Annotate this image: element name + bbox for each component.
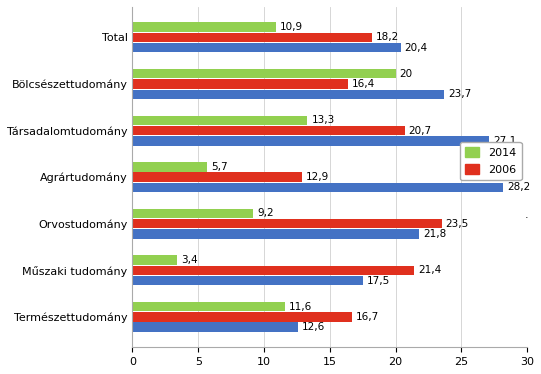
Text: 13,3: 13,3: [311, 115, 334, 125]
Bar: [133, 89, 444, 99]
Text: 20,4: 20,4: [405, 43, 428, 53]
Text: 28,2: 28,2: [507, 183, 531, 192]
Bar: [133, 79, 348, 89]
Text: 27,1: 27,1: [493, 136, 516, 146]
Bar: [133, 276, 362, 285]
Bar: [133, 126, 405, 135]
Bar: [133, 209, 253, 218]
Text: 23,7: 23,7: [448, 89, 471, 99]
Bar: [133, 302, 285, 312]
Text: 12,6: 12,6: [302, 322, 325, 332]
Bar: [133, 22, 276, 32]
Text: 12,9: 12,9: [306, 172, 329, 182]
Bar: [133, 172, 302, 182]
Bar: [133, 116, 307, 125]
Bar: [133, 33, 372, 42]
Legend: 2014, 2006: 2014, 2006: [460, 142, 522, 180]
Bar: [133, 312, 352, 322]
Text: 18,2: 18,2: [376, 33, 399, 42]
Bar: [133, 229, 419, 239]
Bar: [133, 43, 401, 52]
Text: .: .: [525, 210, 529, 220]
Text: 23,5: 23,5: [445, 219, 469, 229]
Bar: [133, 183, 503, 192]
Text: 9,2: 9,2: [258, 208, 274, 218]
Text: 21,8: 21,8: [423, 229, 446, 239]
Text: 5,7: 5,7: [212, 162, 228, 172]
Text: 10,9: 10,9: [280, 22, 303, 32]
Bar: [133, 322, 298, 332]
Bar: [133, 219, 441, 229]
Text: 16,4: 16,4: [352, 79, 375, 89]
Text: 3,4: 3,4: [181, 255, 197, 265]
Bar: [133, 136, 489, 145]
Text: 20: 20: [399, 69, 413, 79]
Bar: [133, 69, 395, 79]
Text: 21,4: 21,4: [418, 265, 441, 275]
Bar: [133, 266, 414, 275]
Text: 20,7: 20,7: [408, 126, 432, 135]
Bar: [133, 162, 207, 172]
Bar: [133, 255, 177, 265]
Text: 11,6: 11,6: [289, 302, 312, 312]
Text: 17,5: 17,5: [367, 276, 390, 286]
Text: 16,7: 16,7: [356, 312, 379, 322]
